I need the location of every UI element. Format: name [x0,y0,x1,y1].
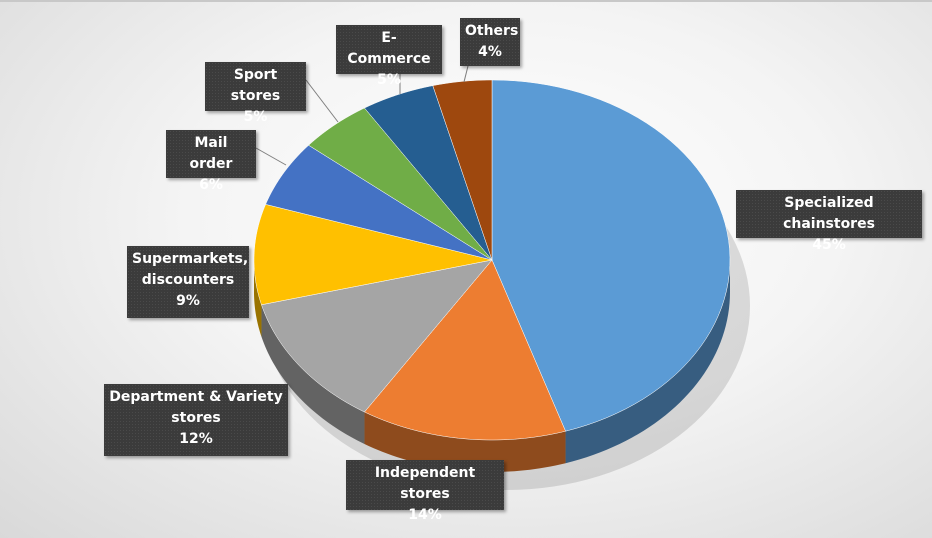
slice-others [432,79,493,261]
slice-side-2 [261,304,365,444]
slice-e-commerce [364,85,493,261]
data-label-mail-order: Mail order 6% [166,130,256,193]
slice-sport-stores [308,107,493,261]
label-value: 45% [812,237,846,253]
slice-side-3 [254,260,262,337]
label-value: 5% [377,72,401,88]
data-label-supermarkets: Supermarkets, discounters 9% [127,246,249,318]
label-value: 5% [243,109,268,125]
label-name: Specialized chainstores [783,195,875,232]
label-value: 12% [179,431,213,447]
top-border [0,0,932,2]
data-label-independent-stores: Independent stores 14% [346,460,504,523]
label-name: Others [465,23,519,39]
leader-line [305,79,339,123]
leader-line [255,147,287,166]
label-value: 9% [176,293,200,309]
label-value: 6% [199,177,223,193]
data-label-department-variety: Department & Variety stores 12% [104,384,288,456]
data-label-specialized-chainstores: Specialized chainstores 45% [736,190,922,253]
label-name: Supermarkets, discounters [132,251,249,288]
slice-specialized-chainstores [491,79,731,432]
label-name: Independent stores [374,465,476,502]
data-label-others: Others 4% [460,18,520,66]
slice-mail-order [265,144,493,261]
slice-supermarkets-discounters [253,204,493,306]
label-name: E-Commerce [347,30,431,67]
slice-side-0 [565,260,730,464]
data-label-e-commerce: E-Commerce 5% [336,25,442,88]
slice-independent-stores [364,259,566,441]
slice-department-variety-stores [261,259,493,413]
label-value: 4% [478,44,502,60]
label-value: 14% [408,507,442,523]
leader-line [463,65,469,83]
slice-side-1 [364,411,566,472]
label-name: Mail order [189,135,233,172]
data-label-sport-stores: Sport stores 5% [205,62,306,125]
label-name: Sport stores [230,67,281,104]
label-name: Department & Variety stores [109,389,283,426]
